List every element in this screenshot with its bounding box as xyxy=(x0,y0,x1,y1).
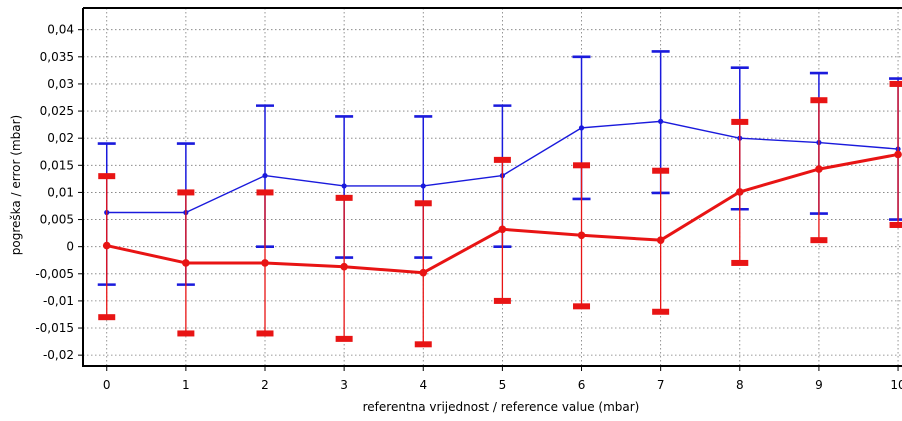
data-point xyxy=(577,231,586,240)
y-tick-label: -0,015 xyxy=(35,321,74,335)
y-tick-label: 0,03 xyxy=(47,77,74,91)
axes xyxy=(78,7,902,371)
data-point xyxy=(656,236,665,244)
x-tick-label: 2 xyxy=(261,378,269,392)
data-point xyxy=(340,262,348,271)
series-1 xyxy=(97,50,902,286)
error-cap-low xyxy=(177,330,195,337)
error-cap-high xyxy=(652,167,670,174)
x-tick-label: 7 xyxy=(657,378,665,392)
error-cap-low xyxy=(731,259,749,266)
y-tick-label: -0,02 xyxy=(43,348,74,362)
y-tick-label: -0,01 xyxy=(43,294,74,308)
data-point xyxy=(261,259,269,267)
error-cap-high xyxy=(493,156,511,163)
error-cap-low xyxy=(652,308,670,315)
data-point xyxy=(578,125,585,131)
error-cap-high xyxy=(177,189,195,196)
data-point xyxy=(182,259,190,267)
y-tick-label: 0,005 xyxy=(40,213,74,227)
error-cap-low xyxy=(98,314,116,321)
error-cap-high xyxy=(573,162,591,169)
y-tick-label: 0,02 xyxy=(47,131,74,145)
x-tick-label: 0 xyxy=(103,378,111,392)
data-point xyxy=(894,150,902,159)
y-tick-label: 0,04 xyxy=(47,23,74,37)
data-point xyxy=(419,268,428,277)
x-tick-label: 5 xyxy=(499,378,507,392)
data-point xyxy=(102,241,111,250)
data-point xyxy=(498,225,507,234)
data-point xyxy=(658,118,664,124)
error-cap-low xyxy=(810,237,828,244)
error-cap-low xyxy=(335,335,353,342)
x-tick-labels: 0 1 2 3 4 5 6 7 8 9 10 xyxy=(103,378,902,392)
y-tick-label: 0,035 xyxy=(40,50,74,64)
x-tick-label: 3 xyxy=(340,378,348,392)
data-point xyxy=(420,183,426,189)
x-tick-label: 1 xyxy=(182,378,190,392)
y-axis-title: pogreška / error (mbar) xyxy=(9,115,23,255)
error-cap-high xyxy=(889,80,902,87)
x-tick-label: 10 xyxy=(890,378,902,392)
error-cap-low xyxy=(493,297,511,304)
gridlines xyxy=(83,8,902,366)
error-cap-high xyxy=(335,194,353,201)
error-cap-low xyxy=(889,221,902,228)
x-tick-label: 4 xyxy=(419,378,427,392)
x-tick-label: 8 xyxy=(736,378,744,392)
data-point xyxy=(262,173,268,179)
error-cap-low xyxy=(414,341,432,348)
y-tick-label: 0,015 xyxy=(40,158,74,172)
data-point xyxy=(815,165,823,173)
error-cap-high xyxy=(98,173,116,180)
x-tick-label: 6 xyxy=(578,378,586,392)
error-cap-low xyxy=(256,330,274,337)
error-cap-high xyxy=(414,200,432,207)
x-tick-label: 9 xyxy=(815,378,823,392)
error-cap-high xyxy=(256,189,274,196)
error-cap-low xyxy=(573,303,591,310)
data-point xyxy=(341,183,347,189)
error-cap-high xyxy=(810,97,828,104)
x-axis-title: referentna vrijednost / reference value … xyxy=(363,400,640,414)
y-tick-labels: -0,02 -0,015 -0,01 -0,005 0 0,005 0,01 0,015 0,0… xyxy=(35,23,74,362)
data-point xyxy=(735,188,744,196)
y-tick-label: 0 xyxy=(66,240,74,254)
y-tick-label: 0,025 xyxy=(40,104,74,118)
series-2 xyxy=(98,80,902,348)
error-cap-high xyxy=(731,118,749,125)
series-layer xyxy=(97,50,902,348)
y-tick-label: 0,01 xyxy=(47,185,74,199)
y-tick-label: -0,005 xyxy=(35,267,74,281)
